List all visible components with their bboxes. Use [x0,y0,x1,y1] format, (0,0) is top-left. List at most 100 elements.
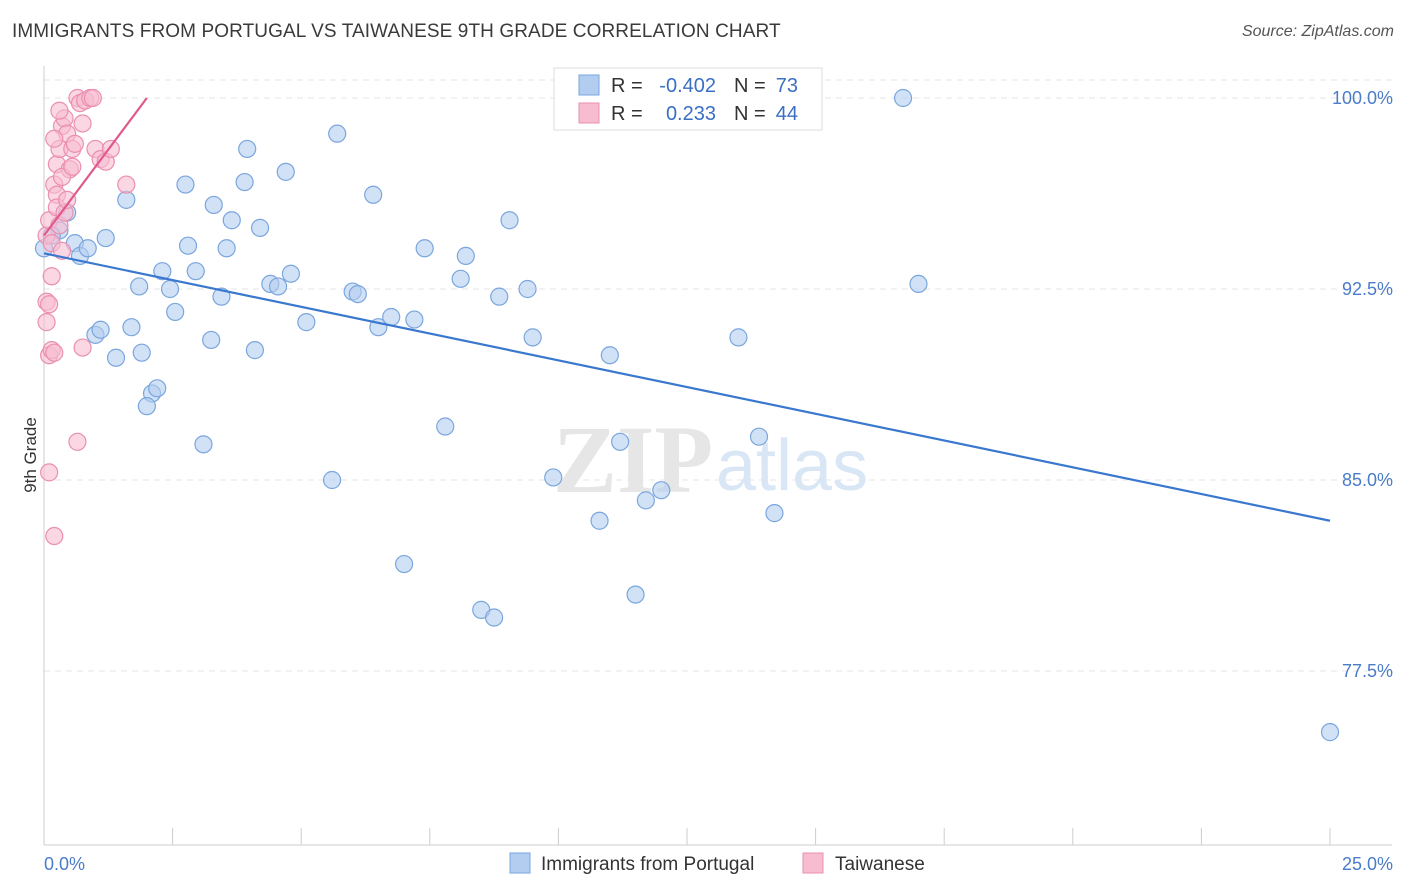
data-point-taiwanese [73,114,92,133]
legend-box: R = -0.402 N = 73 R = 0.233 N = 44 [553,67,823,131]
trend-line-portugal [43,252,1331,522]
data-point-portugal [765,504,784,523]
data-point-portugal [238,139,257,159]
data-point-portugal [250,218,270,237]
data-point-portugal [78,239,97,258]
axis-layer: 77.5% 85.0% 92.5% 100.0% 0.0% 25.0% [43,66,1393,874]
data-point-portugal [456,246,475,265]
data-point-portugal [148,379,167,398]
data-point-taiwanese [40,463,59,482]
watermark-zip: ZIP [553,406,713,513]
data-point-portugal [1320,723,1340,742]
x-tick-label-min: 0.0% [44,854,85,874]
data-point-portugal [96,228,115,248]
data-point-portugal [636,491,655,510]
data-point-portugal [518,279,537,299]
bottom-legend: Immigrants from Portugal Taiwanese [509,852,925,875]
data-point-portugal [600,346,619,365]
data-point-portugal [281,264,301,283]
data-point-taiwanese [45,343,64,362]
data-point-taiwanese [117,175,136,194]
data-point-portugal [117,190,136,209]
data-point-taiwanese [45,526,64,546]
data-point-portugal [212,287,231,306]
legend-r-label-2: R = [611,103,643,125]
data-point-portugal [523,328,542,347]
data-point-portugal [194,435,213,454]
y-tick-label: 92.5% [1342,279,1393,299]
data-point-portugal [382,307,401,327]
y-tick-label: 77.5% [1342,661,1393,681]
legend-r-value-2: 0.233 [666,103,716,125]
bottom-legend-label-portugal: Immigrants from Portugal [541,854,754,875]
data-point-taiwanese [40,295,59,314]
chart-title: IMMIGRANTS FROM PORTUGAL VS TAIWANESE 9T… [12,21,781,42]
data-point-portugal [91,320,110,339]
data-point-portugal [405,310,424,329]
data-point-taiwanese [45,129,64,148]
legend-n-value-1: 73 [776,75,798,97]
data-point-portugal [276,162,295,181]
legend-n-label-1: N = [734,75,766,97]
y-axis-label: 9th Grade [21,417,40,493]
data-point-portugal [626,585,645,604]
data-point-portugal [245,341,265,360]
legend-r-label-1: R = [611,75,643,97]
data-point-portugal [268,277,288,296]
y-tick-label: 85.0% [1342,470,1393,490]
data-point-taiwanese [42,267,61,286]
chart-source: Source: ZipAtlas.com [1241,23,1394,40]
data-point-portugal [160,279,180,299]
data-point-portugal [202,330,221,350]
data-point-taiwanese [63,157,82,176]
data-point-portugal [130,277,149,296]
data-point-taiwanese [58,190,77,209]
data-point-taiwanese [65,134,84,153]
bottom-legend-label-taiwanese: Taiwanese [835,854,925,875]
trend-line-taiwanese [43,97,148,237]
data-point-taiwanese [52,241,72,260]
data-point-portugal [611,432,630,451]
legend-swatch-pink [578,102,600,124]
bottom-legend-swatch-blue [509,852,531,874]
data-point-portugal [204,195,223,215]
data-point-portugal [451,269,470,288]
data-point-taiwanese [37,313,56,332]
data-point-portugal [178,236,198,255]
data-point-portugal [322,470,342,490]
data-point-portugal [394,554,414,574]
data-point-portugal [749,427,769,446]
data-point-portugal [217,239,236,258]
legend-swatch-blue [578,74,600,96]
data-point-portugal [500,211,519,230]
data-point-taiwanese [68,432,87,451]
legend-r-value-1: -0.402 [659,75,716,97]
data-point-portugal [106,348,126,367]
data-point-portugal [490,287,509,306]
data-point-portugal [348,284,367,304]
data-point-taiwanese [50,101,69,120]
data-point-taiwanese [73,338,92,357]
data-point-portugal [235,172,254,192]
data-point-portugal [122,318,141,337]
legend-n-value-2: 44 [776,103,798,125]
data-point-portugal [436,417,455,436]
data-point-portugal [297,313,316,332]
data-point-portugal [186,262,205,281]
data-point-portugal [364,185,383,204]
data-point-portugal [893,88,913,108]
data-point-portugal [415,239,434,258]
data-point-portugal [176,175,195,194]
watermark: ZIP atlas [553,406,868,513]
data-point-portugal [729,328,748,347]
x-tick-label-max: 25.0% [1342,854,1393,874]
grid-layer [44,79,1392,672]
data-point-portugal [652,481,671,500]
data-point-portugal [153,262,172,281]
watermark-atlas: atlas [716,426,868,506]
legend-n-label-2: N = [734,103,766,125]
data-point-portugal [590,511,609,530]
points-layer [34,88,1340,742]
